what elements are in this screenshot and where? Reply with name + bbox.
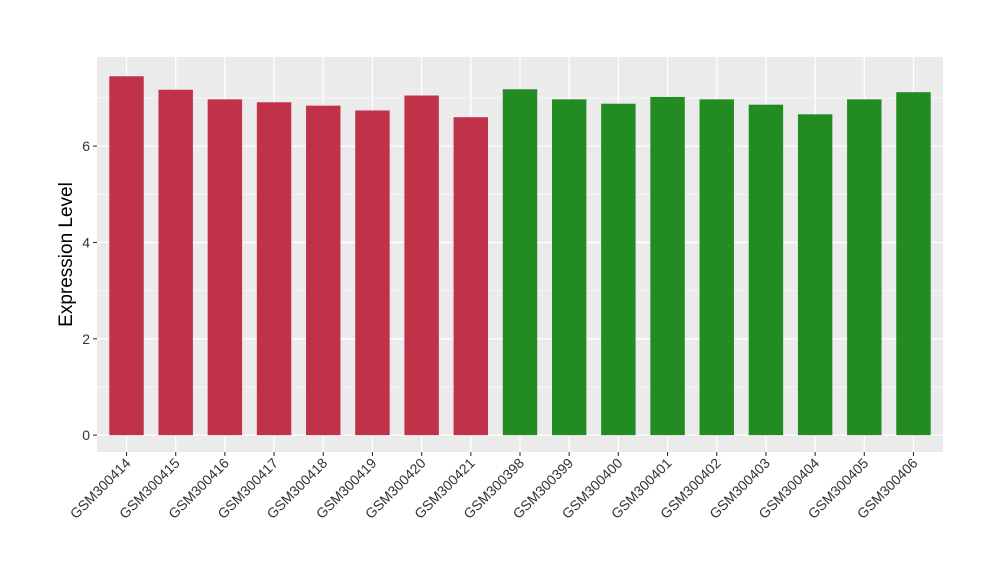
bar-GSM300414 (109, 76, 144, 436)
bar-GSM300419 (355, 110, 390, 436)
bar-GSM300401 (650, 96, 685, 436)
bar-GSM300417 (256, 102, 292, 436)
bar-GSM300400 (601, 103, 636, 436)
bar-GSM300406 (896, 92, 931, 436)
bar-GSM300421 (453, 117, 489, 436)
bar-GSM300415 (158, 89, 193, 436)
y-tick-label: 2 (82, 331, 90, 347)
y-axis-title: Expression Level (56, 182, 77, 327)
bar-GSM300403 (748, 104, 784, 436)
y-tick-label: 4 (82, 234, 90, 250)
y-tick-label: 6 (82, 138, 90, 154)
bar-GSM300405 (847, 99, 882, 436)
x-axis: GSM300414GSM300415GSM300416GSM300417GSM3… (67, 452, 921, 522)
bars (109, 76, 931, 436)
bar-GSM300416 (207, 99, 243, 436)
y-axis: 0 2 4 6 (82, 138, 97, 443)
bar-GSM300404 (797, 114, 833, 436)
bar-GSM300399 (551, 99, 587, 436)
y-tick-label: 0 (82, 427, 90, 443)
bar-GSM300420 (404, 95, 439, 436)
bar-GSM300418 (306, 105, 341, 436)
bar-GSM300402 (699, 99, 734, 436)
bar-GSM300398 (502, 89, 538, 436)
